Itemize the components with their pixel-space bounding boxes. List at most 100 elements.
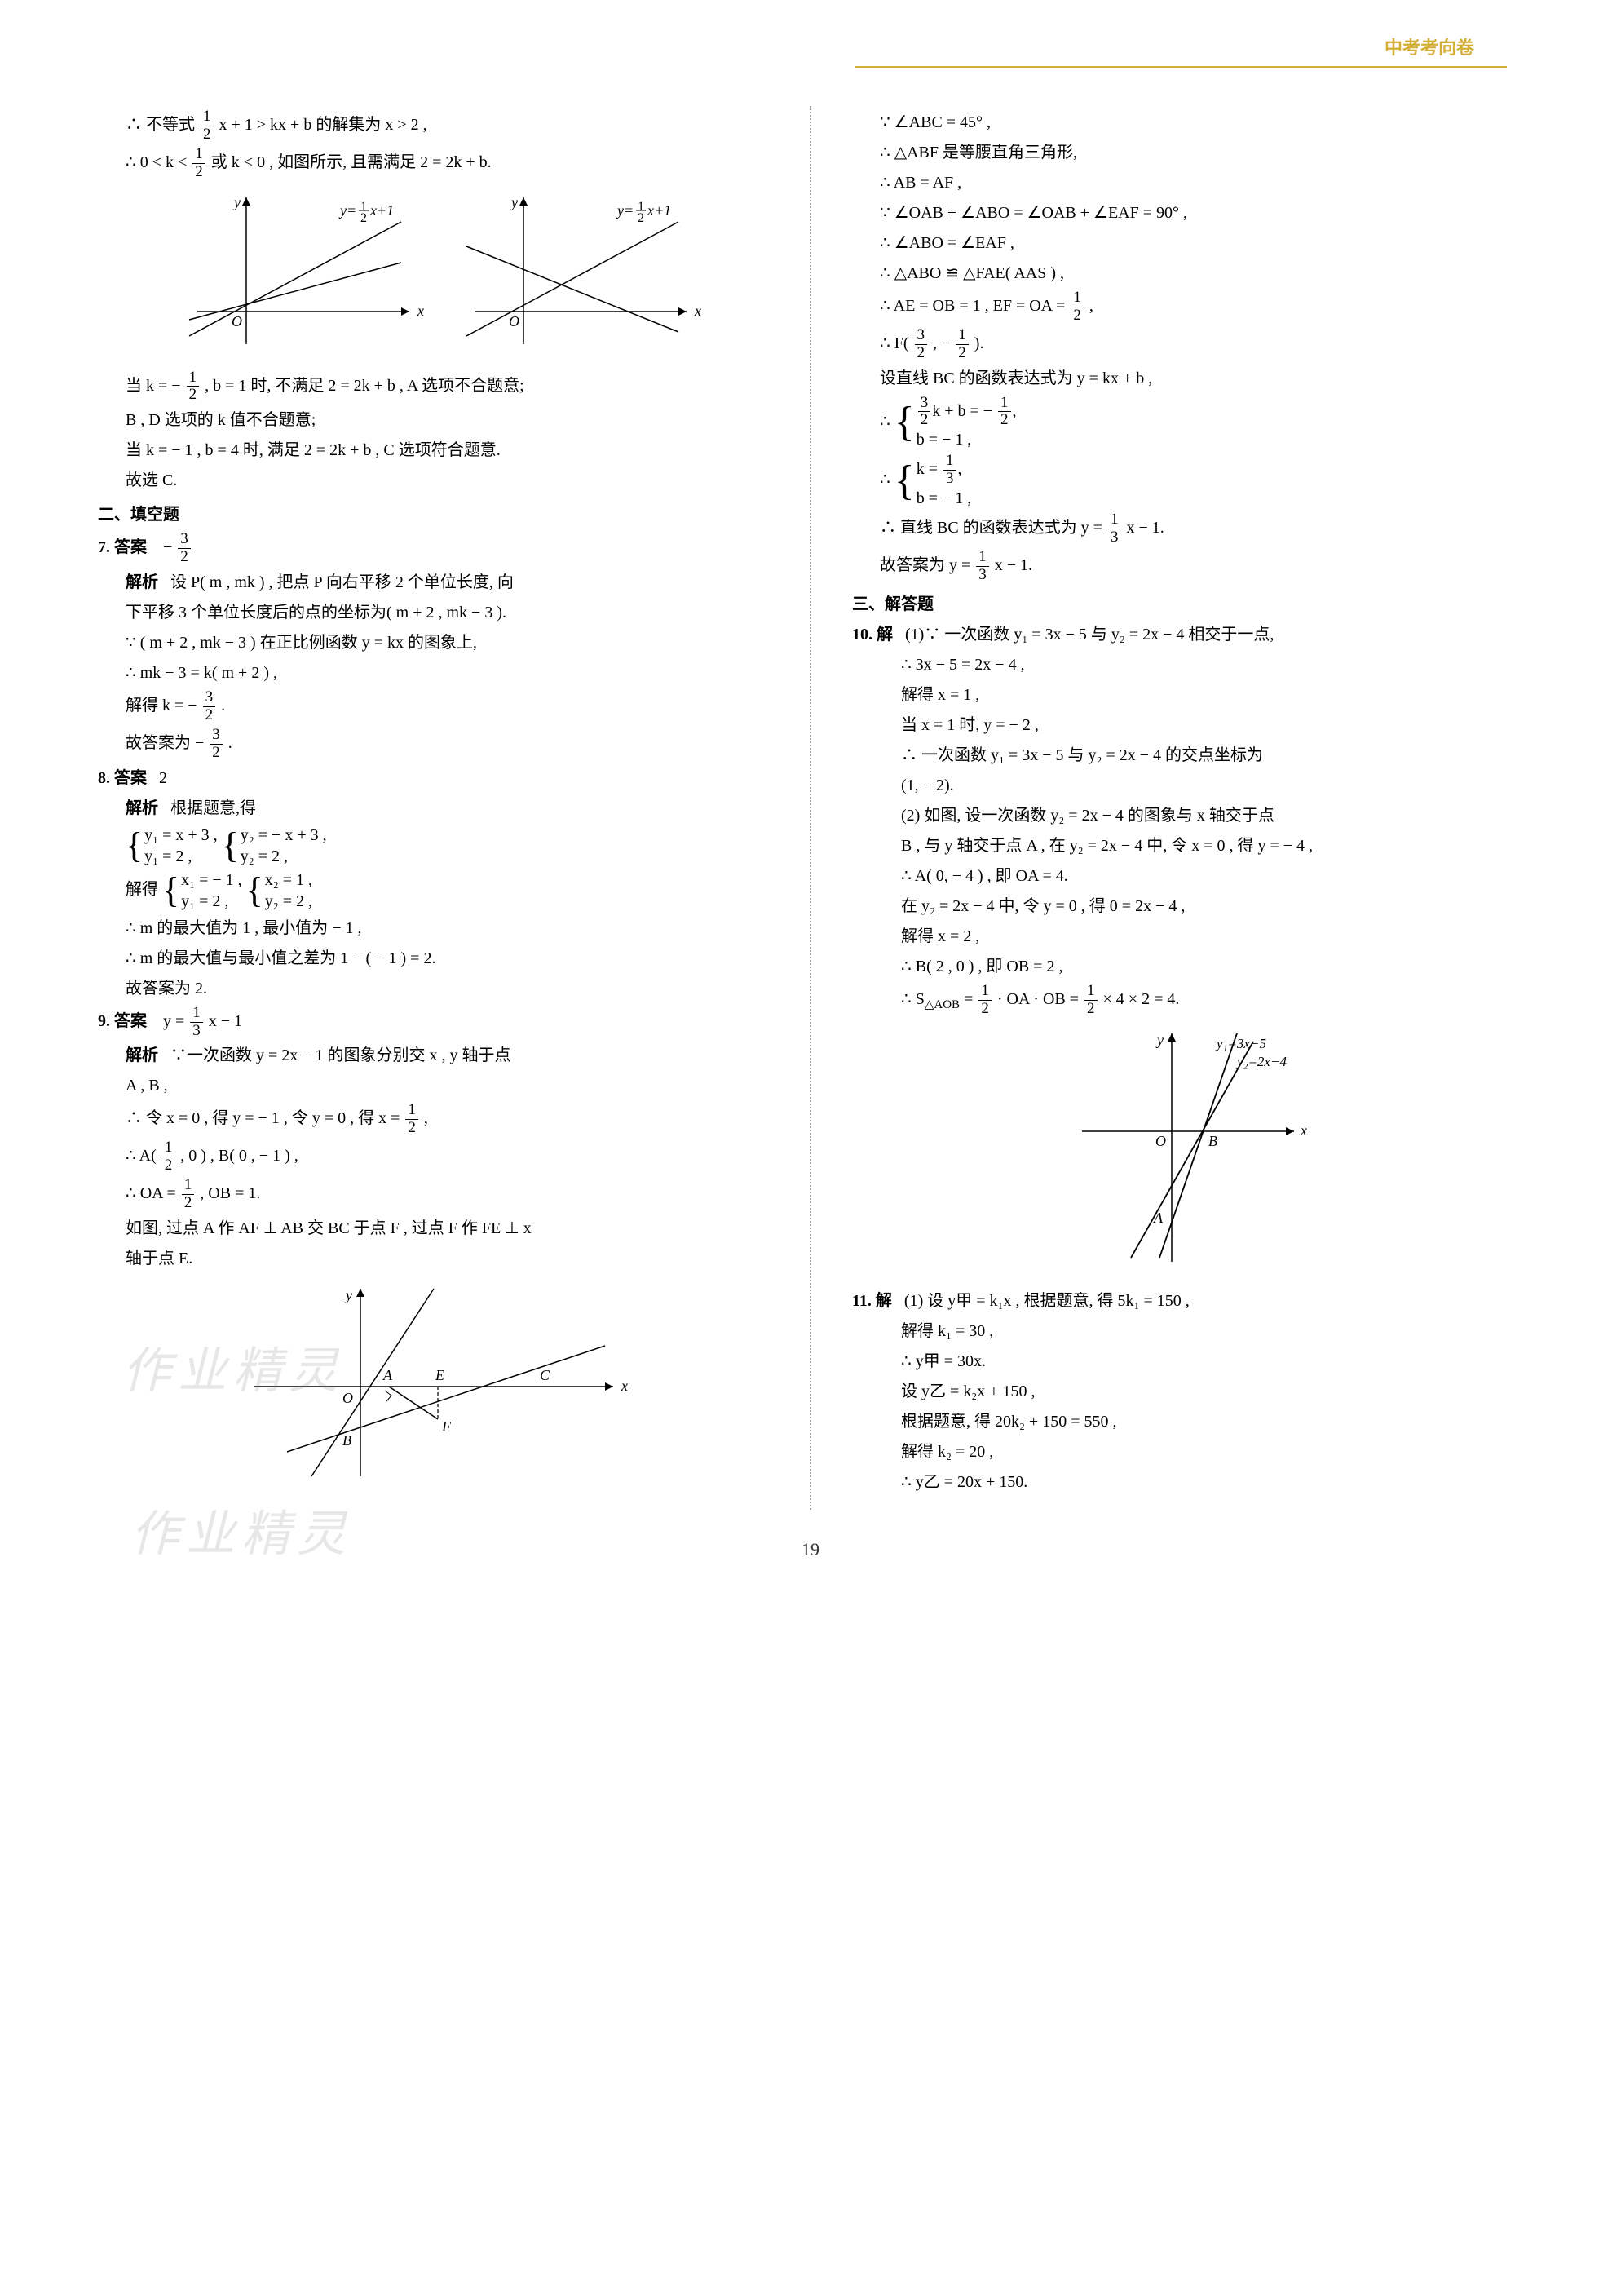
t: · OA · OB = [997,990,1079,1008]
text-line: 设 y乙 = k₂x + 150 , [852,1378,1523,1405]
t: 或 k < 0 , 如图所示, 且需满足 2 = 2k + b. [211,153,492,171]
t: 解得 k = − [126,697,197,714]
jiexi-label: 解析 [126,799,158,817]
graph-svg: x y O y= 1 2 x+1 x [148,189,719,352]
q10-label: 10. 解 [852,626,893,644]
t: y₂ = 2 , [241,846,327,867]
t: , b = 1 时, 不满足 2 = 2k + b , A 选项不合题意; [205,377,524,395]
text-line: 解得 k = − 32 . [98,689,769,724]
t: y₂ = 2 , [265,891,312,912]
t: 32k + b = − 12, [917,395,1017,430]
text-line: 如图, 过点 A 作 AF ⊥ AB 交 BC 于点 F , 过点 F 作 FE… [98,1214,769,1242]
svg-text:y=: y= [338,202,356,219]
fraction: 32 [178,531,191,566]
text-line: 解得 x = 2 , [852,922,1523,950]
t: , 0 ) , B( 0 , − 1 ) , [180,1147,298,1165]
t: ∴ A( [126,1147,157,1165]
fraction: 12 [405,1102,418,1137]
text-line: ∴ ∠ABO = ∠EAF , [852,229,1523,257]
text-line: 解析 设 P( m , mk ) , 把点 P 向右平移 2 个单位长度, 向 [98,568,769,596]
text-line: 故答案为 y = 13 x − 1. [852,549,1523,584]
fraction: 13 [190,1005,203,1040]
text-line: ∵ ∠ABC = 45° , [852,108,1523,136]
text-line: B , 与 y 轴交于点 A , 在 y₂ = 2x − 4 中, 令 x = … [852,832,1523,860]
svg-text:y: y [344,1287,352,1303]
fraction: 12 [1071,290,1084,325]
text-line: ∴ 令 x = 0 , 得 y = − 1 , 令 y = 0 , 得 x = … [98,1102,769,1137]
t: y₂ = − x + 3 , [241,825,327,846]
t: ∴ [880,413,890,431]
t: ∴ 0 < k < [126,153,187,171]
text-line: 故答案为 − 32 . [98,727,769,762]
fraction: 32 [915,327,928,362]
text-line: ∴ m 的最大值为 1 , 最小值为 − 1 , [98,914,769,942]
svg-text:x: x [694,303,701,319]
svg-text:y: y [510,194,518,210]
right-column: ∵ ∠ABC = 45° , ∴ △ABF 是等腰直角三角形, ∴ AB = A… [852,106,1523,1510]
svg-text:x: x [621,1378,628,1394]
t: (1)∵ 一次函数 y₁ = 3x − 5 与 y₂ = 2x − 4 相交于一… [905,626,1274,644]
t: x + 1 > kx + b 的解集为 x > 2 , [219,116,427,134]
t: ∴ AE = OB = 1 , EF = OA = [880,297,1065,315]
t: ∴ F( [880,334,909,352]
fraction: 12 [192,146,205,181]
svg-text:y₂=2x−4: y₂=2x−4 [1235,1054,1287,1069]
text-line: 解得 x = 1 , [852,681,1523,709]
system-line: 解得 { x₁ = − 1 , y₁ = 2 , { x₂ = 1 , y₂ =… [98,869,769,912]
page-number: 19 [98,1534,1523,1564]
t: ∴ OA = [126,1184,176,1202]
t: . [221,697,225,714]
text-line: 根据题意, 得 20k₂ + 150 = 550 , [852,1408,1523,1436]
svg-text:y: y [1155,1032,1164,1048]
text-line: ∴ AE = OB = 1 , EF = OA = 12 , [852,290,1523,325]
section-header: 三、解答题 [852,591,1523,618]
system-line: ∴ { 32k + b = − 12, b = − 1 , [852,395,1523,451]
text-line: 当 k = − 12 , b = 1 时, 不满足 2 = 2k + b , A… [98,369,769,405]
svg-text:2: 2 [360,211,367,225]
fraction: 12 [182,1177,195,1212]
svg-text:2: 2 [638,211,644,225]
t: ∴ 直线 BC 的函数表达式为 y = [880,519,1102,537]
text-line: ∴ 一次函数 y₁ = 3x − 5 与 y₂ = 2x − 4 的交点坐标为 [852,741,1523,769]
fraction: 12 [978,983,992,1018]
t: x₁ = − 1 , [181,869,242,891]
q7-label: 7. 答案 [98,538,147,556]
text-line: ∴ 3x − 5 = 2x − 4 , [852,651,1523,679]
t: 故答案为 − [126,734,204,752]
t: , [1089,297,1093,315]
text-line: 当 k = − 1 , b = 4 时, 满足 2 = 2k + b , C 选… [98,436,769,464]
text-line: (1, − 2). [852,772,1523,799]
q11-label: 11. 解 [852,1292,892,1310]
svg-text:O: O [232,313,242,330]
q8-label: 8. 答案 [98,769,147,787]
svg-text:x: x [1300,1122,1307,1139]
fraction: 13 [1108,511,1121,546]
header-title: 中考考向卷 [1385,33,1507,68]
svg-text:B: B [342,1432,351,1449]
text-line: 解得 k₁ = 30 , [852,1317,1523,1345]
text-line: 解得 k₂ = 20 , [852,1438,1523,1466]
text-line: ∴ △ABF 是等腰直角三角形, [852,139,1523,166]
text-line: ∵ ∠OAB + ∠ABO = ∠OAB + ∠EAF = 90° , [852,199,1523,227]
fraction: 32 [203,689,216,724]
t: y₁ = 2 , [144,846,218,867]
t: ∴ S [901,990,925,1008]
svg-text:A: A [1153,1210,1164,1226]
t: b = − 1 , [917,488,972,509]
t: 根据题意,得 [170,799,256,817]
text-line: (2) 如图, 设一次函数 y₂ = 2x − 4 的图象与 x 轴交于点 [852,802,1523,829]
text-line: ∴ △ABO ≌ △FAE( AAS ) , [852,259,1523,287]
t: ∵一次函数 y = 2x − 1 的图象分别交 x , y 轴于点 [170,1046,511,1064]
svg-text:x+1: x+1 [369,202,394,219]
text-line: ∵ ( m + 2 , mk − 3 ) 在正比例函数 y = kx 的图象上, [98,629,769,657]
text-line: ∴ 不等式 12 x + 1 > kx + b 的解集为 x > 2 , [98,108,769,144]
t: ∴ 令 x = 0 , 得 y = − 1 , 令 y = 0 , 得 x = [126,1109,400,1127]
text-line: 故答案为 2. [98,975,769,1002]
svg-text:O: O [1155,1133,1166,1149]
text-line: 设直线 BC 的函数表达式为 y = kx + b , [852,365,1523,392]
text-line: ∴ A( 12 , 0 ) , B( 0 , − 1 ) , [98,1139,769,1175]
t: y = [163,1012,184,1030]
t: = [964,990,973,1008]
t: , OB = 1. [200,1184,260,1202]
t: x − 1. [995,556,1032,574]
